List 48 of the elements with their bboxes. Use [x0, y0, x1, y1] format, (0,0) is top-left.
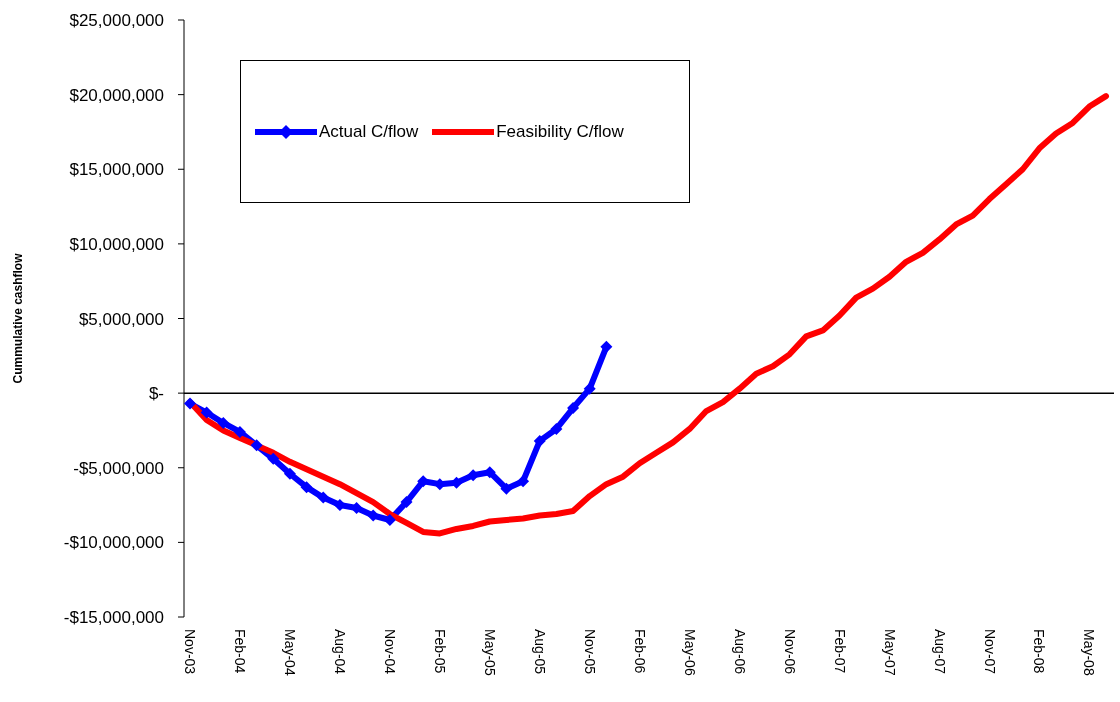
legend-label: Feasibility C/flow — [496, 121, 624, 142]
x-tick-label: Nov-05 — [581, 629, 598, 675]
y-tick-label: $- — [148, 384, 164, 404]
x-tick-label: Aug-04 — [331, 629, 348, 675]
x-tick-label: May-06 — [681, 629, 698, 676]
point — [517, 475, 530, 488]
point — [184, 397, 196, 410]
point — [250, 439, 263, 452]
x-tick-label: May-04 — [282, 629, 299, 676]
point — [550, 422, 563, 435]
x-tick-label: Feb-04 — [232, 629, 249, 674]
point — [317, 491, 330, 504]
x-tick-label: May-05 — [481, 629, 498, 676]
point — [267, 452, 280, 465]
x-tick-label: Aug-06 — [731, 629, 748, 675]
y-tick-label: $20,000,000 — [69, 85, 164, 105]
x-tick-label: Aug-07 — [931, 629, 948, 675]
point — [217, 416, 230, 429]
point — [300, 481, 313, 494]
x-tick-label: Feb-05 — [431, 629, 448, 674]
x-tick-label: Feb-08 — [1031, 629, 1048, 674]
y-axis-title: Cummulative cashflow — [11, 252, 26, 384]
point — [233, 425, 246, 438]
point — [200, 406, 213, 419]
y-tick-label: -$5,000,000 — [73, 458, 164, 478]
x-tick-label: May-07 — [881, 629, 898, 676]
point — [583, 382, 596, 395]
point — [567, 402, 580, 415]
y-tick-label: -$10,000,000 — [63, 533, 164, 553]
y-tick-label: $10,000,000 — [69, 234, 164, 254]
x-tick-label: Aug-05 — [531, 629, 548, 675]
x-tick-label: Feb-07 — [831, 629, 848, 674]
y-tick-label: $5,000,000 — [78, 309, 164, 329]
x-tick-label: Nov-06 — [781, 629, 798, 675]
y-tick-label: $25,000,000 — [69, 11, 164, 31]
y-tick-label: -$15,000,000 — [63, 608, 164, 628]
point — [600, 340, 613, 353]
x-tick-label: May-08 — [1081, 629, 1098, 676]
x-tick-label: Nov-07 — [981, 629, 998, 675]
point — [400, 496, 413, 509]
point — [283, 467, 296, 480]
x-tick-label: Nov-03 — [182, 629, 199, 675]
x-tick-label: Feb-06 — [631, 629, 648, 674]
point — [500, 482, 513, 495]
point — [533, 434, 546, 447]
y-tick-label: $15,000,000 — [69, 160, 164, 180]
x-tick-label: Nov-04 — [381, 629, 398, 675]
legend-label: Actual C/flow — [319, 121, 419, 142]
